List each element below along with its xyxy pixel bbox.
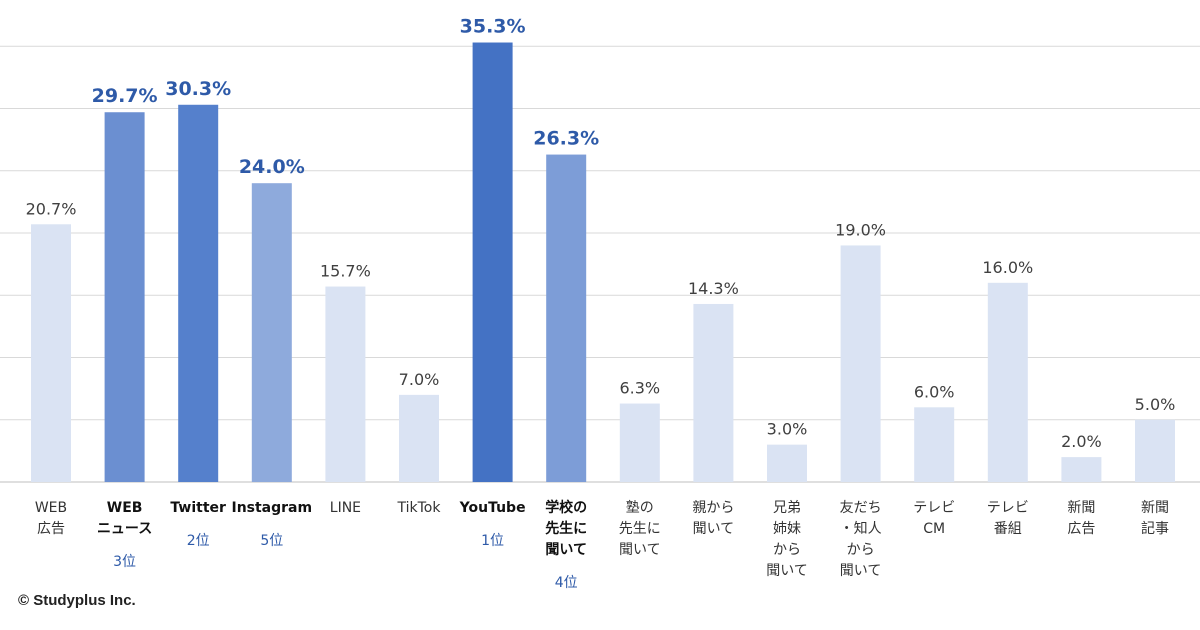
value-label: 24.0% [239, 156, 305, 178]
category-label: Twitter [170, 500, 226, 516]
bar [546, 154, 587, 482]
value-label: 3.0% [767, 420, 808, 439]
bar [914, 407, 955, 482]
bar [693, 303, 734, 482]
rank-label: 3位 [113, 554, 136, 570]
bar [251, 183, 292, 482]
value-label: 26.3% [533, 128, 599, 150]
value-label: 35.3% [460, 16, 526, 38]
category-label: WEB ニュース [97, 500, 152, 537]
bars [31, 42, 1175, 483]
category-label: TikTok [397, 500, 442, 516]
value-label: 20.7% [26, 199, 77, 218]
value-label: 7.0% [399, 370, 440, 389]
rank-label: 4位 [555, 575, 578, 591]
value-label: 5.0% [1135, 395, 1176, 414]
bar [840, 245, 881, 482]
value-label: 15.7% [320, 262, 371, 281]
copyright-text: © Studyplus Inc. [18, 592, 136, 609]
value-label: 29.7% [92, 85, 158, 107]
bar [472, 42, 513, 482]
value-label: 30.3% [165, 78, 231, 100]
bar [104, 112, 145, 483]
bar [31, 224, 71, 482]
category-label: LINE [330, 500, 361, 516]
value-label: 6.3% [619, 379, 660, 398]
bar [767, 444, 807, 482]
bar [987, 282, 1028, 482]
rank-label: 1位 [481, 533, 504, 549]
category-label: 友だち・知人から聞いて [840, 500, 882, 579]
category-label: WEB 広告 [35, 500, 67, 537]
value-label: 2.0% [1061, 432, 1102, 451]
category-label: YouTube [459, 500, 526, 516]
value-label: 6.0% [914, 382, 955, 401]
category-label: 塾の先生に聞いて [619, 500, 661, 558]
rank-labels: 3位 2位 5位 1位 4位 [113, 533, 578, 591]
bar [1135, 419, 1175, 482]
category-label: 兄弟姉妹から聞いて [766, 500, 808, 579]
value-label: 14.3% [688, 279, 739, 298]
bar [178, 104, 219, 482]
bar [619, 403, 660, 482]
category-label: 学校の先生に聞いて [545, 499, 587, 558]
category-label: 新聞広告 [1067, 500, 1095, 537]
rank-label: 5位 [260, 533, 283, 549]
bar [399, 394, 439, 482]
value-labels: 20.7% 29.7% 30.3% 24.0% 15.7% 7.0% 35.3% 26.3% 6… [26, 16, 1176, 452]
category-label: テレビ番組 [987, 500, 1029, 537]
category-label: 新聞記事 [1141, 500, 1169, 537]
value-label: 16.0% [982, 258, 1033, 277]
category-label: Instagram [231, 500, 312, 516]
bar [1061, 457, 1102, 482]
category-labels: WEB 広告 WEB ニュース Twitter Instagram LINE TikTok Yo… [35, 499, 1169, 579]
category-label: 親から聞いて [692, 500, 734, 537]
bar [325, 286, 366, 482]
rank-label: 2位 [187, 533, 210, 549]
category-label: テレビ CM [913, 500, 955, 537]
value-label: 19.0% [835, 220, 886, 239]
